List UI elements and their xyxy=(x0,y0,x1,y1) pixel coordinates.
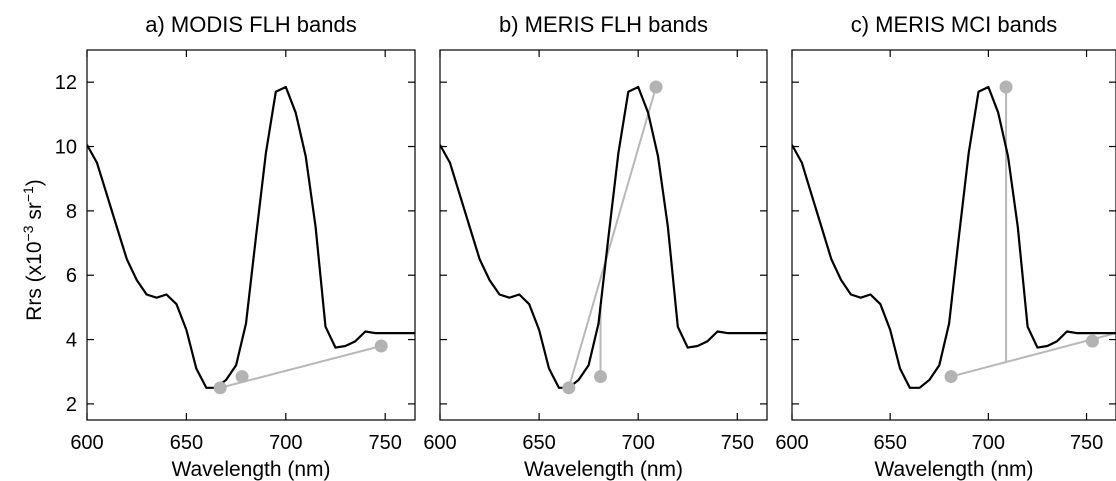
x-tick-label: 650 xyxy=(873,432,906,454)
y-tick-label: 6 xyxy=(66,265,77,287)
y-axis-label-exp2: −1 xyxy=(20,186,36,202)
panels: a) MODIS FLH bands 600 650 700 750 2 4 6 8 10 12 Wa… xyxy=(55,12,1116,481)
baseline-line xyxy=(219,345,382,389)
x-axis-label: Wavelength (nm) xyxy=(874,458,1033,481)
x-tick-label: 700 xyxy=(269,432,302,454)
band-marker xyxy=(374,339,388,353)
band-marker xyxy=(1085,334,1099,348)
y-tick-label: 10 xyxy=(55,137,77,159)
band-marker xyxy=(235,370,249,384)
y-axis-label: Rrs (x10−3 sr−1) xyxy=(20,179,46,321)
y-axis-label-main: Rrs (x10 xyxy=(23,241,46,320)
plot-area xyxy=(792,80,1116,389)
band-marker xyxy=(649,80,663,94)
y-axis-label-exp1: −3 xyxy=(20,225,36,241)
spectrum-line xyxy=(87,85,415,389)
x-tick-label: 600 xyxy=(775,432,808,454)
panel-title: c) MERIS MCI bands xyxy=(851,12,1058,37)
x-tick-label: 700 xyxy=(972,432,1005,454)
y-tick-label: 4 xyxy=(66,330,77,352)
x-tick-label: 650 xyxy=(522,432,555,454)
x-tick-label: 650 xyxy=(170,432,203,454)
x-axis-label: Wavelength (nm) xyxy=(171,458,330,481)
band-marker xyxy=(944,370,958,384)
x-tick-label: 750 xyxy=(721,432,754,454)
plot-frame xyxy=(86,49,416,421)
y-tick-label: 12 xyxy=(55,72,77,94)
svg-text:Rrs (x10−3 sr−1): Rrs (x10−3 sr−1) xyxy=(20,179,46,321)
baseline-line xyxy=(567,86,657,389)
panel-1: a) MODIS FLH bands 600 650 700 750 2 4 6 8 10 12 Wa… xyxy=(55,12,416,481)
spectrum-line xyxy=(440,85,767,389)
y-axis-label-end: ) xyxy=(23,179,46,186)
plot-area xyxy=(440,80,767,395)
band-marker xyxy=(594,370,608,384)
x-tick-label: 750 xyxy=(368,432,401,454)
band-marker xyxy=(562,381,576,395)
y-tick-label: 2 xyxy=(66,394,77,416)
plot-frame xyxy=(439,49,768,421)
plot-area xyxy=(87,85,415,395)
panel-3: c) MERIS MCI bands 600 650 700 750 Wavelength… xyxy=(775,12,1116,481)
plot-frame xyxy=(791,49,1116,421)
band-marker xyxy=(999,80,1013,94)
panel-title: a) MODIS FLH bands xyxy=(145,12,357,37)
x-tick-label: 700 xyxy=(621,432,654,454)
x-axis-label: Wavelength (nm) xyxy=(524,458,683,481)
band-marker xyxy=(213,381,227,395)
y-tick-label: 8 xyxy=(66,201,77,223)
panel-2: b) MERIS FLH bands 600 650 700 750 Wavelength… xyxy=(423,12,768,481)
y-axis-label-mid: sr xyxy=(23,202,46,225)
x-tick-label: 750 xyxy=(1070,432,1103,454)
x-tick-label: 600 xyxy=(70,432,103,454)
spectrum-line xyxy=(792,85,1116,389)
panel-title: b) MERIS FLH bands xyxy=(499,12,708,37)
x-tick-label: 600 xyxy=(423,432,456,454)
